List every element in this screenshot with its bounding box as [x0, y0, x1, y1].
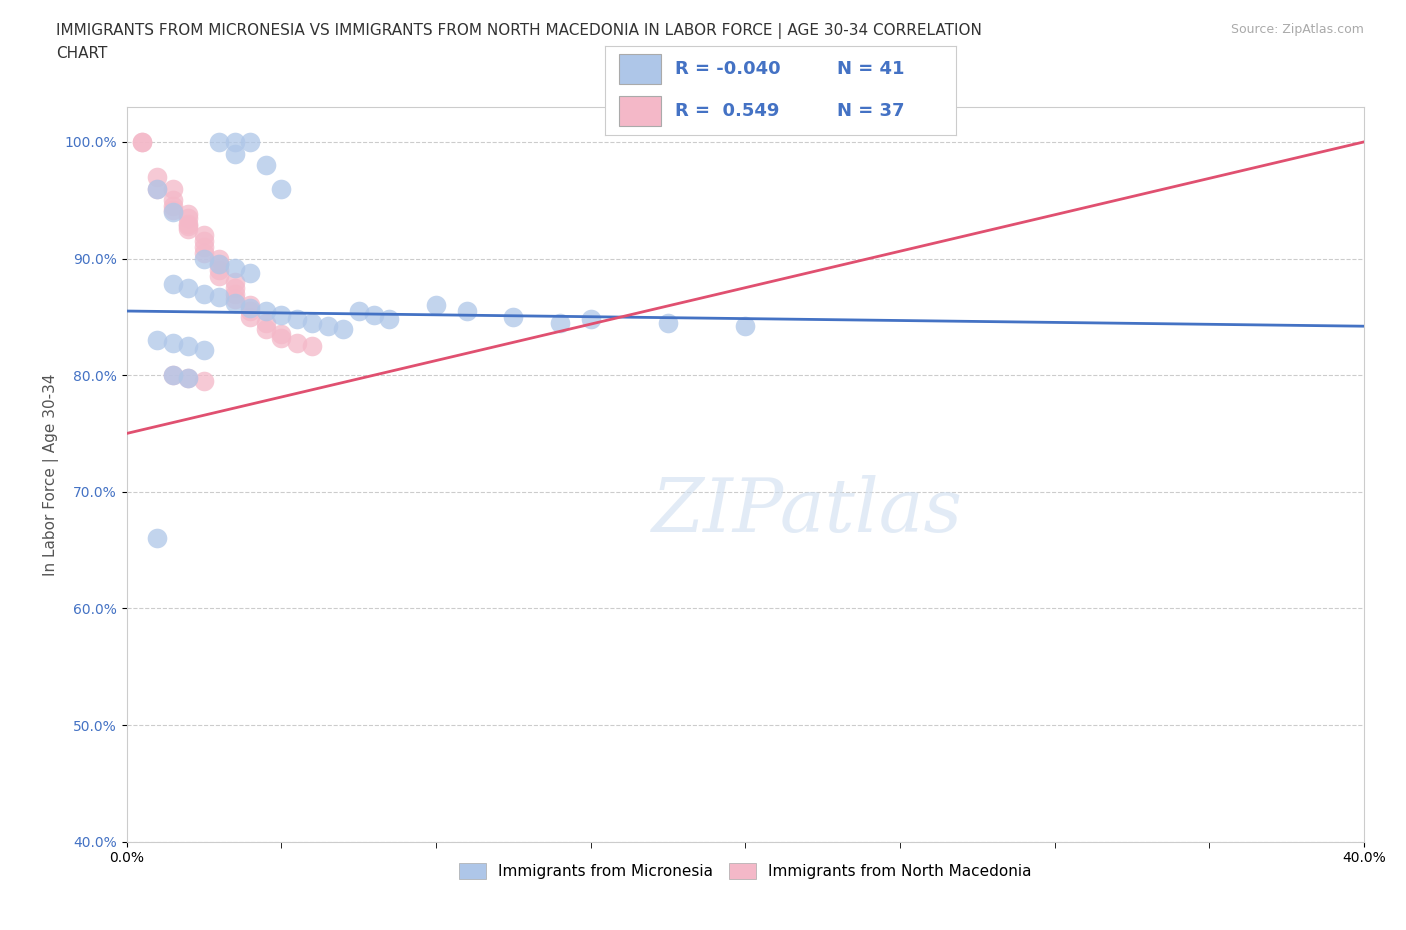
Point: [502, 310, 524, 325]
Point: [208, 289, 231, 304]
Point: [332, 321, 354, 336]
Point: [146, 181, 169, 196]
Point: [208, 251, 231, 266]
Point: [177, 219, 200, 233]
Point: [378, 312, 401, 326]
Point: [224, 296, 246, 311]
Point: [162, 193, 184, 207]
Point: [239, 135, 262, 150]
Text: R =  0.549: R = 0.549: [675, 102, 779, 120]
Point: [146, 531, 169, 546]
Point: [193, 228, 215, 243]
Text: Source: ZipAtlas.com: Source: ZipAtlas.com: [1230, 23, 1364, 36]
Point: [177, 370, 200, 385]
FancyBboxPatch shape: [619, 96, 661, 126]
Point: [285, 335, 308, 350]
Point: [208, 257, 231, 272]
Point: [193, 374, 215, 389]
Point: [254, 303, 277, 318]
Point: [270, 330, 292, 345]
Point: [162, 367, 184, 382]
Point: [239, 298, 262, 312]
Point: [162, 335, 184, 350]
Point: [734, 319, 756, 334]
Y-axis label: In Labor Force | Age 30-34: In Labor Force | Age 30-34: [42, 373, 59, 576]
Point: [301, 339, 323, 353]
Point: [239, 303, 262, 318]
Point: [548, 315, 571, 330]
Point: [254, 158, 277, 173]
Point: [224, 292, 246, 307]
Point: [224, 146, 246, 161]
Point: [177, 370, 200, 385]
Point: [285, 312, 308, 326]
Point: [193, 239, 215, 254]
Point: [270, 181, 292, 196]
Point: [425, 298, 447, 312]
Point: [270, 307, 292, 322]
Point: [224, 260, 246, 275]
Point: [162, 181, 184, 196]
Text: IMMIGRANTS FROM MICRONESIA VS IMMIGRANTS FROM NORTH MACEDONIA IN LABOR FORCE | A: IMMIGRANTS FROM MICRONESIA VS IMMIGRANTS…: [56, 23, 983, 39]
Point: [316, 319, 339, 334]
Point: [177, 339, 200, 353]
Legend: Immigrants from Micronesia, Immigrants from North Macedonia: Immigrants from Micronesia, Immigrants f…: [453, 857, 1038, 885]
Text: CHART: CHART: [56, 46, 108, 61]
Point: [270, 327, 292, 342]
Point: [193, 286, 215, 301]
Point: [177, 222, 200, 237]
Point: [162, 199, 184, 214]
FancyBboxPatch shape: [619, 54, 661, 84]
Point: [162, 367, 184, 382]
Point: [162, 202, 184, 217]
Point: [193, 233, 215, 248]
Point: [146, 169, 169, 184]
Text: N = 37: N = 37: [837, 102, 904, 120]
Point: [162, 277, 184, 292]
Point: [579, 312, 602, 326]
Point: [131, 135, 153, 150]
Point: [146, 181, 169, 196]
Point: [193, 246, 215, 260]
Text: N = 41: N = 41: [837, 60, 904, 77]
Point: [131, 135, 153, 150]
Point: [224, 286, 246, 301]
Point: [239, 265, 262, 280]
Point: [208, 135, 231, 150]
Point: [208, 257, 231, 272]
Point: [347, 303, 370, 318]
Point: [224, 274, 246, 289]
Point: [177, 280, 200, 295]
Point: [254, 321, 277, 336]
Point: [177, 206, 200, 221]
Point: [239, 310, 262, 325]
Point: [208, 269, 231, 284]
Text: R = -0.040: R = -0.040: [675, 60, 780, 77]
Text: ZIPatlas: ZIPatlas: [651, 475, 963, 547]
Point: [177, 210, 200, 225]
Point: [193, 342, 215, 357]
Point: [208, 263, 231, 278]
Point: [177, 216, 200, 231]
Point: [239, 300, 262, 315]
Point: [456, 303, 478, 318]
Point: [657, 315, 679, 330]
Point: [254, 315, 277, 330]
Point: [162, 205, 184, 219]
Point: [224, 280, 246, 295]
Point: [301, 315, 323, 330]
Point: [193, 251, 215, 266]
Point: [363, 307, 385, 322]
Point: [146, 333, 169, 348]
Point: [224, 135, 246, 150]
